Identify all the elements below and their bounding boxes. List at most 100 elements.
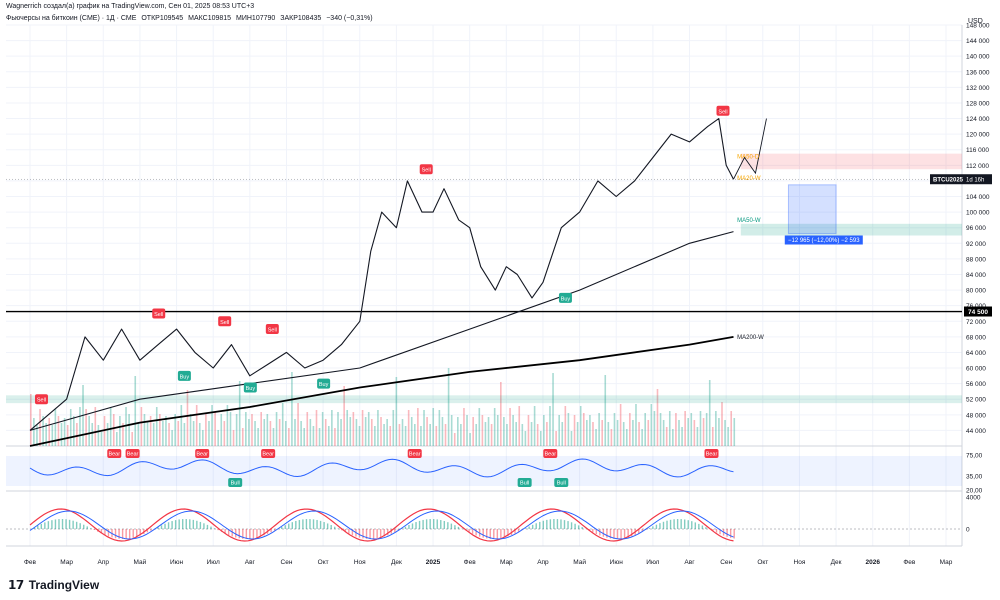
currency-label[interactable]: USD (968, 18, 983, 25)
volume-bar (539, 431, 542, 446)
ma50-label: MA50-W (737, 218, 761, 224)
volume-bar (420, 426, 422, 446)
signal-sell-tag (716, 105, 730, 116)
volume-bar (496, 415, 499, 446)
macd-histogram-bar (58, 519, 60, 529)
macd-signal-line (29, 510, 734, 540)
current-price-tag (930, 174, 992, 185)
macd-histogram-bar (447, 522, 449, 529)
volume-bar (460, 424, 462, 446)
macd-histogram-bar (178, 519, 180, 529)
macd-histogram-bar (125, 529, 127, 539)
volume-bar (533, 406, 536, 446)
time-tick-label: Фев (24, 559, 37, 566)
macd-histogram-bar (196, 520, 198, 529)
signal-buy-text: Buy (180, 374, 190, 380)
macd-histogram-bar (549, 519, 552, 529)
volume-bar (109, 407, 112, 446)
volume-bar (100, 432, 103, 446)
volume-bar (358, 426, 361, 446)
legend-open: ОТКР109545 (141, 15, 184, 22)
macd-tick-label: 0 (966, 527, 970, 534)
macd-histogram-bar (210, 526, 212, 529)
macd-histogram-bar (666, 520, 668, 529)
time-tick-label: Авг (684, 559, 695, 566)
volume-bar (530, 422, 533, 446)
volume-bar (155, 407, 158, 446)
macd-histogram-bar (185, 519, 187, 529)
signal-sell-tag (34, 394, 48, 405)
macd-histogram-bar (235, 529, 237, 538)
volume-bar (521, 424, 524, 446)
volume-bar (327, 426, 330, 446)
macd-histogram-bar (213, 528, 216, 529)
volume-bar (291, 372, 293, 446)
rsi-bear-text: Bear (127, 452, 139, 458)
macd-histogram-bar (351, 529, 354, 536)
price-tick-label: 48 000 (966, 412, 986, 419)
symbol-legend[interactable]: Фьючерсы на биткоин (CME) · 1Д · CME ОТК… (6, 15, 376, 22)
macd-histogram-bar (471, 529, 474, 534)
volume-bar (383, 424, 385, 446)
macd-histogram-bar (387, 529, 389, 536)
macd-histogram-bar (726, 529, 728, 537)
price-tick-label: 104 000 (966, 194, 990, 201)
macd-histogram-bar (372, 529, 375, 539)
signal-sell-text: Sell (422, 168, 431, 174)
ma-mid-label: MA20-W (737, 176, 761, 182)
macd-histogram-bar (556, 519, 559, 529)
volume-bar (619, 404, 622, 446)
volume-bar (303, 428, 306, 446)
macd-histogram-bar (493, 529, 495, 539)
macd-histogram-bar (457, 526, 460, 529)
volume-bar (466, 415, 468, 446)
volume-bar (518, 406, 521, 446)
macd-histogram-bar (683, 519, 686, 529)
rsi-bull-text: Bull (520, 481, 529, 487)
volume-bar (389, 426, 392, 446)
macd-histogram-bar (249, 529, 251, 539)
volume-bar (257, 428, 259, 446)
volume-bar (598, 413, 600, 446)
volume-bar (647, 420, 650, 446)
macd-histogram-bar (712, 529, 714, 531)
macd-histogram-bar (160, 525, 163, 529)
time-tick-label: Дек (831, 559, 842, 566)
volume-bar (429, 424, 431, 446)
rsi-bull-text: Bull (557, 481, 566, 487)
volume-bar (644, 413, 646, 446)
footer-brand[interactable]: 𝟭𝟳 TradingView (8, 578, 99, 592)
macd-histogram-bar (581, 527, 583, 529)
volume-bar (500, 382, 502, 446)
signal-buy-text: Buy (246, 386, 256, 392)
signal-buy-tag (243, 382, 257, 393)
volume-bar (641, 429, 643, 446)
volume-bar (733, 418, 736, 446)
volume-bar (165, 416, 167, 446)
rsi-bear-text: Bear (196, 452, 208, 458)
volume-bar (254, 421, 256, 446)
macd-histogram-bar (404, 526, 407, 529)
macd-histogram-bar (701, 525, 704, 529)
symbol-title[interactable]: Фьючерсы на биткоин (CME) · 1Д · CME (6, 15, 137, 22)
time-tick-label: Май (573, 558, 586, 566)
volume-bar (435, 426, 438, 446)
price-tick-label: 116 000 (966, 147, 989, 154)
macd-histogram-bar (514, 529, 516, 534)
macd-line (29, 508, 734, 542)
volume-bar (377, 410, 379, 446)
volume-bar (675, 413, 677, 446)
macd-pane (6, 493, 962, 546)
macd-histogram-bar (90, 528, 92, 529)
volume-bar (453, 433, 456, 446)
macd-histogram-bar (662, 521, 665, 529)
macd-histogram-bar (411, 523, 414, 529)
macd-histogram-bar (40, 523, 43, 529)
legend-change: −340 (−0,31%) (326, 15, 373, 22)
volume-bar (343, 386, 345, 446)
macd-histogram-bar (599, 529, 601, 536)
volume-bar (493, 408, 496, 446)
volume-bar (715, 411, 717, 446)
volume-bar (361, 410, 364, 446)
